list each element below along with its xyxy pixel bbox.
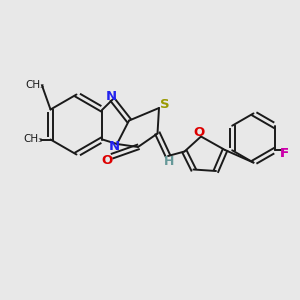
Text: S: S xyxy=(160,98,169,111)
Text: N: N xyxy=(108,140,120,154)
Text: O: O xyxy=(194,126,205,139)
Text: CH₃: CH₃ xyxy=(25,80,44,91)
Text: F: F xyxy=(280,147,289,160)
Text: N: N xyxy=(105,90,117,103)
Text: H: H xyxy=(164,155,174,168)
Text: CH₃: CH₃ xyxy=(23,134,43,145)
Text: F: F xyxy=(280,147,289,160)
Text: O: O xyxy=(102,154,113,167)
